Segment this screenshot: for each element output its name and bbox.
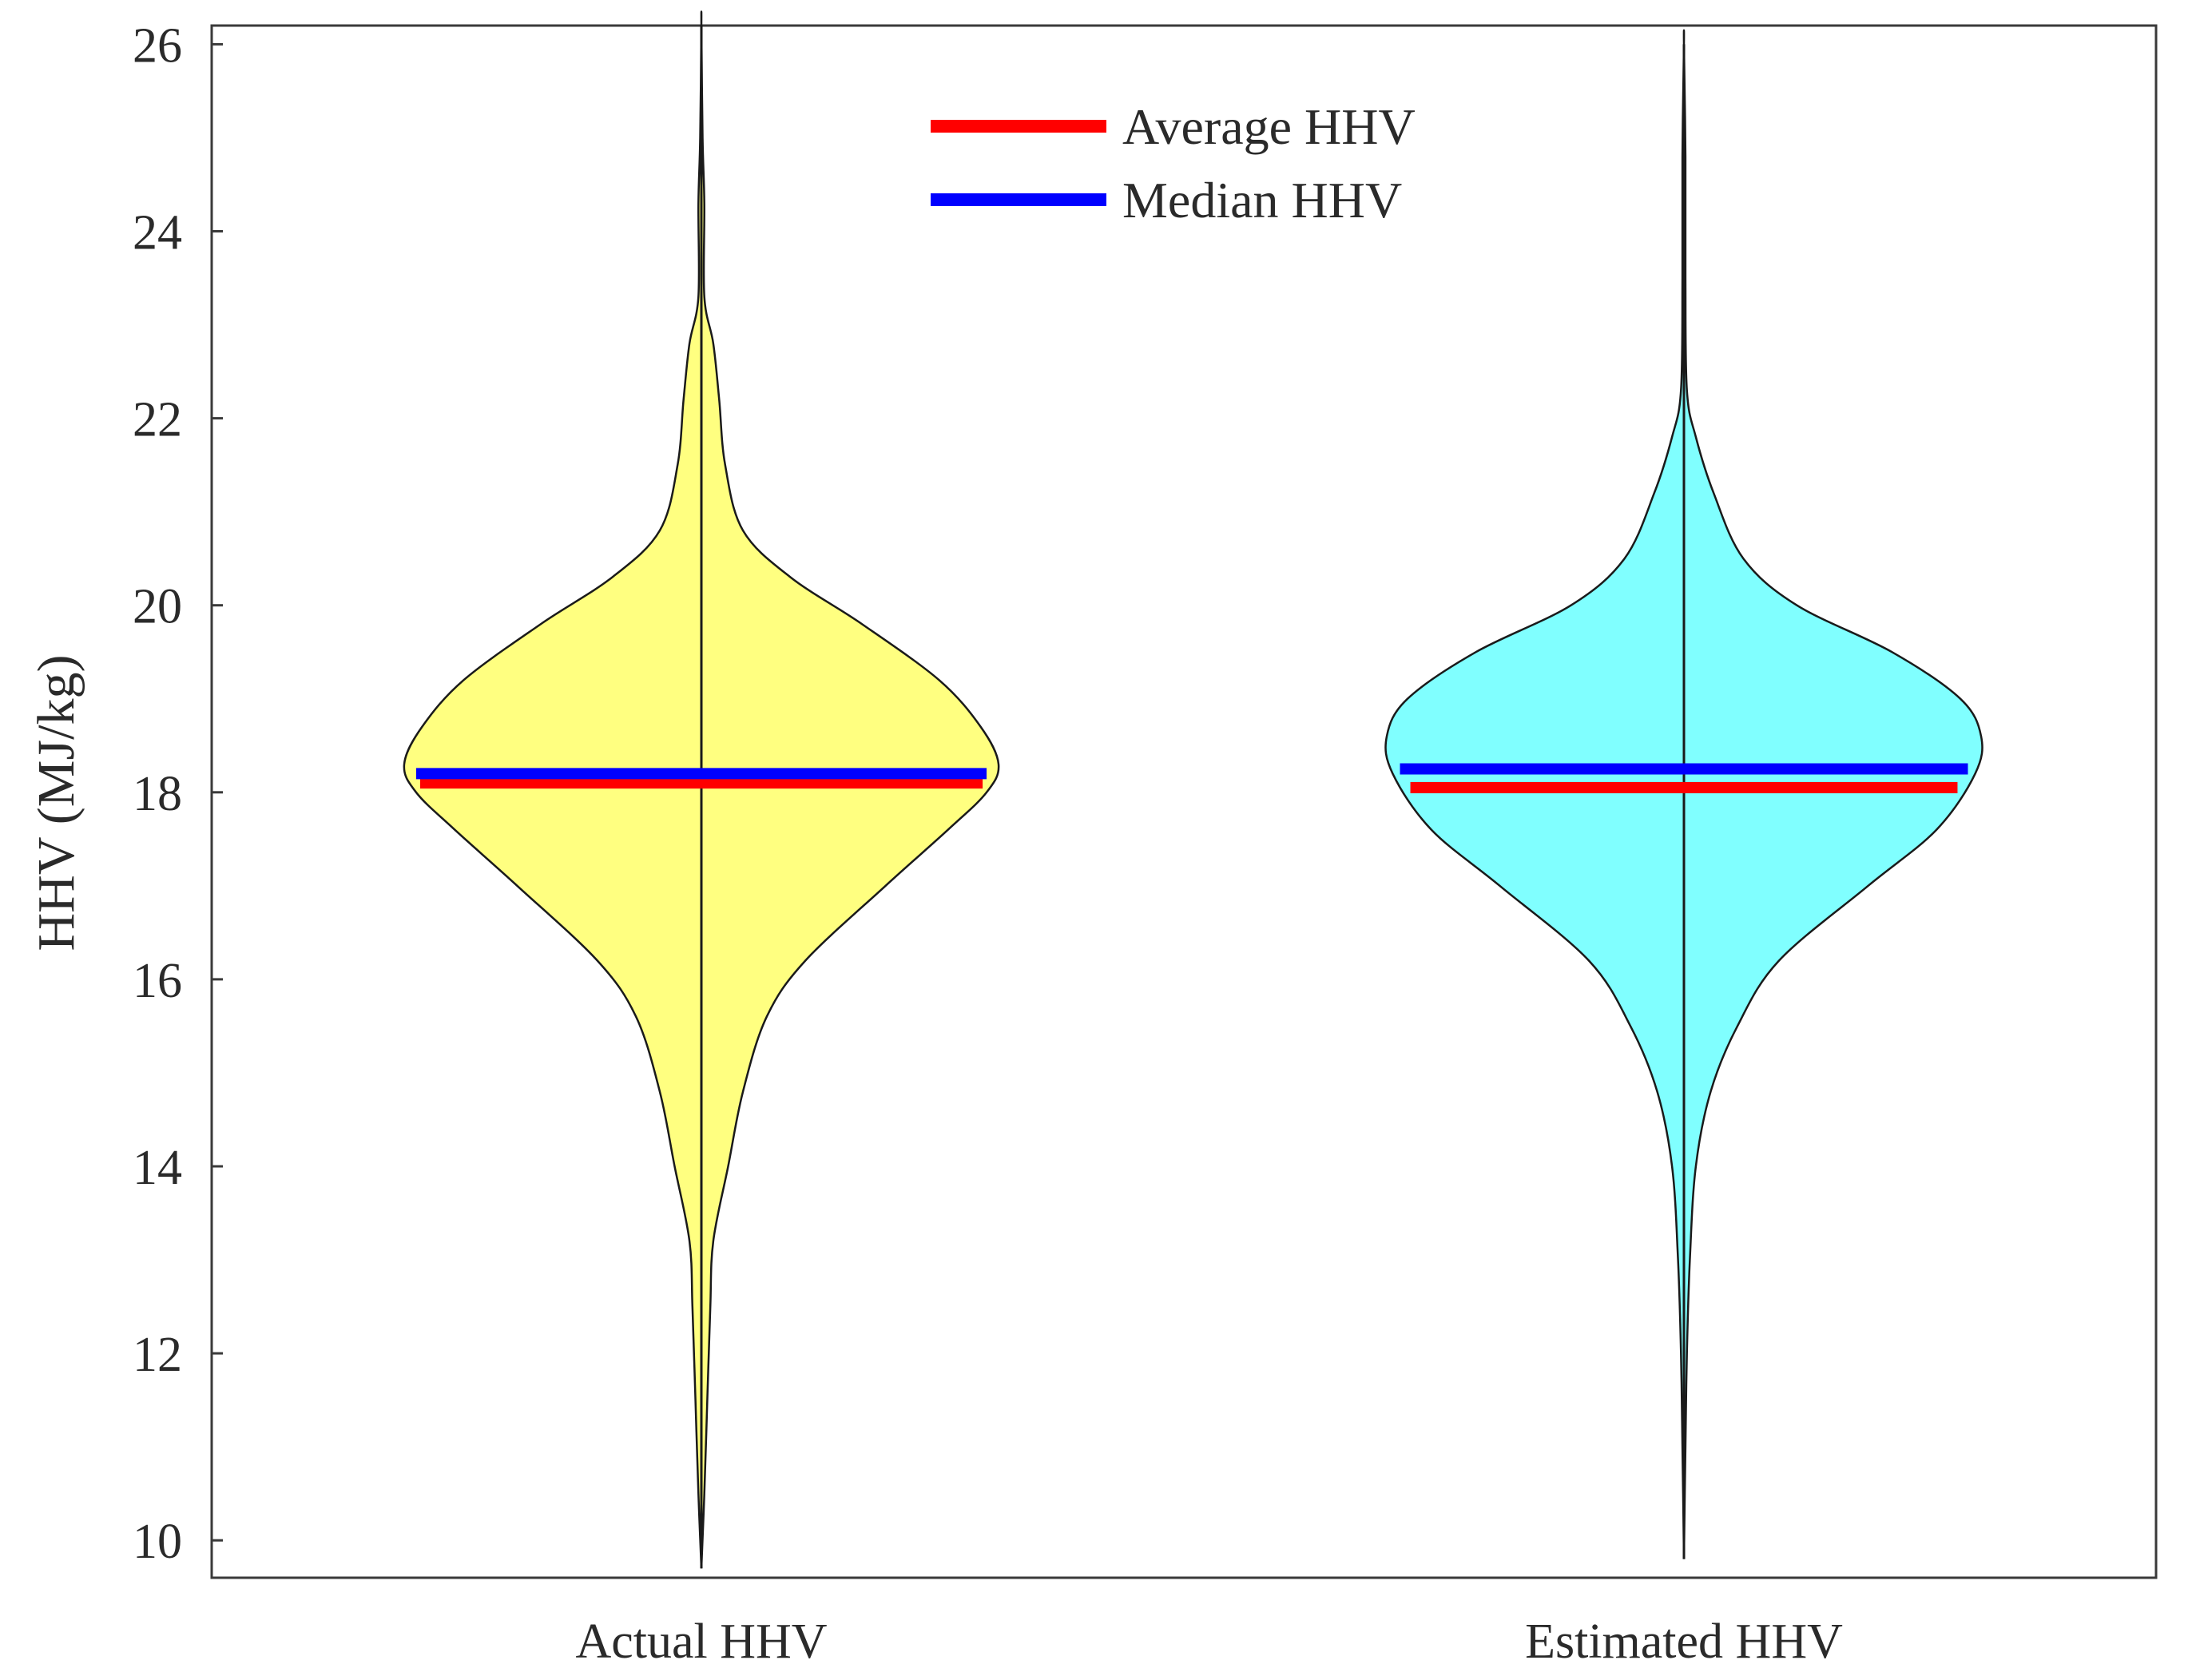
y-axis-ticks: 10 12 14 16 18 20 22 24 26 bbox=[133, 18, 223, 1569]
y-tick-label: 26 bbox=[133, 18, 182, 73]
x-tick-label: Actual HHV bbox=[575, 1614, 827, 1669]
y-tick-label: 20 bbox=[133, 580, 182, 634]
y-tick-label: 24 bbox=[133, 206, 182, 260]
y-tick-label: 22 bbox=[133, 393, 182, 447]
x-tick-label: Estimated HHV bbox=[1525, 1614, 1843, 1669]
violins-group bbox=[403, 10, 1984, 1569]
y-tick-label: 16 bbox=[133, 954, 182, 1008]
y-tick-label: 18 bbox=[133, 767, 182, 821]
x-axis-ticks: Actual HHV Estimated HHV bbox=[575, 1614, 1843, 1669]
y-tick-label: 14 bbox=[133, 1141, 182, 1195]
y-tick-label: 10 bbox=[133, 1515, 182, 1569]
legend: Average HHV Median HHV bbox=[931, 98, 1416, 228]
legend-median-label: Median HHV bbox=[1122, 172, 1402, 228]
y-tick-label: 12 bbox=[133, 1328, 182, 1382]
legend-average-label: Average HHV bbox=[1122, 98, 1416, 155]
plot-frame bbox=[210, 24, 2158, 1579]
y-axis-title: HHV (MJ/kg) bbox=[27, 655, 85, 951]
